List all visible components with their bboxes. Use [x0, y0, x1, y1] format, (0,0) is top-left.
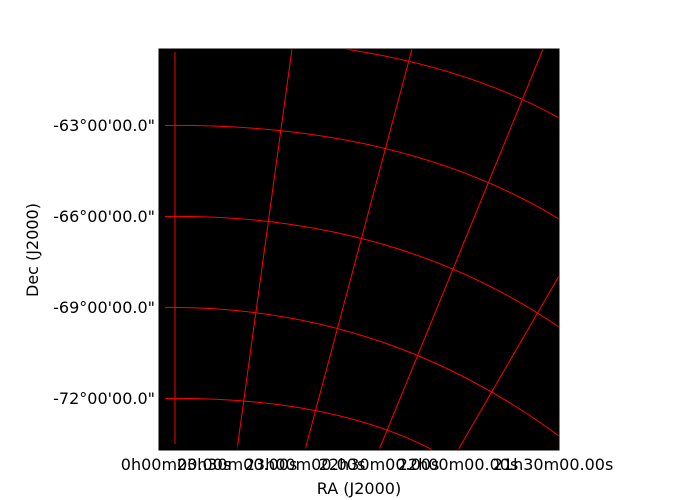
x-tick-labels: 0h00m00.00s 23h30m00.00s 23h00m00.00s 22… — [121, 455, 614, 474]
y-ticks — [159, 125, 165, 399]
x-tick-label: 0h00m00.00s — [121, 455, 231, 474]
x-tick-label: 23h00m00.00s — [245, 455, 366, 474]
ra-gridline — [378, 49, 544, 450]
x-tick-label: 23h30m00.00s — [177, 455, 298, 474]
x-tick-label: 22h30m00.00s — [319, 455, 440, 474]
dec-gridline — [159, 306, 559, 437]
ra-gridline — [457, 275, 559, 450]
grid-lines — [159, 49, 559, 450]
dec-gridline — [159, 124, 559, 220]
y-axis-label: Dec (J2000) — [23, 203, 42, 297]
dec-gridline — [344, 49, 559, 119]
x-ticks — [174, 444, 560, 450]
y-tick-label: -72°00'00.0" — [53, 389, 155, 408]
x-axis-label: RA (J2000) — [317, 479, 401, 498]
y-tick-label: -69°00'00.0" — [53, 298, 155, 317]
y-tick-labels: -63°00'00.0" -66°00'00.0" -69°00'00.0" -… — [53, 116, 155, 408]
dec-gridline — [159, 397, 434, 450]
y-tick-label: -66°00'00.0" — [53, 207, 155, 226]
ra-gridline — [236, 49, 293, 450]
y-tick-label: -63°00'00.0" — [53, 116, 155, 135]
dec-gridline — [159, 215, 559, 328]
x-tick-label: 21h30m00.00s — [493, 455, 614, 474]
x-tick-label: 22h00m00.00s — [398, 455, 519, 474]
plot-frame — [158, 48, 560, 451]
ra-gridline — [304, 49, 413, 450]
